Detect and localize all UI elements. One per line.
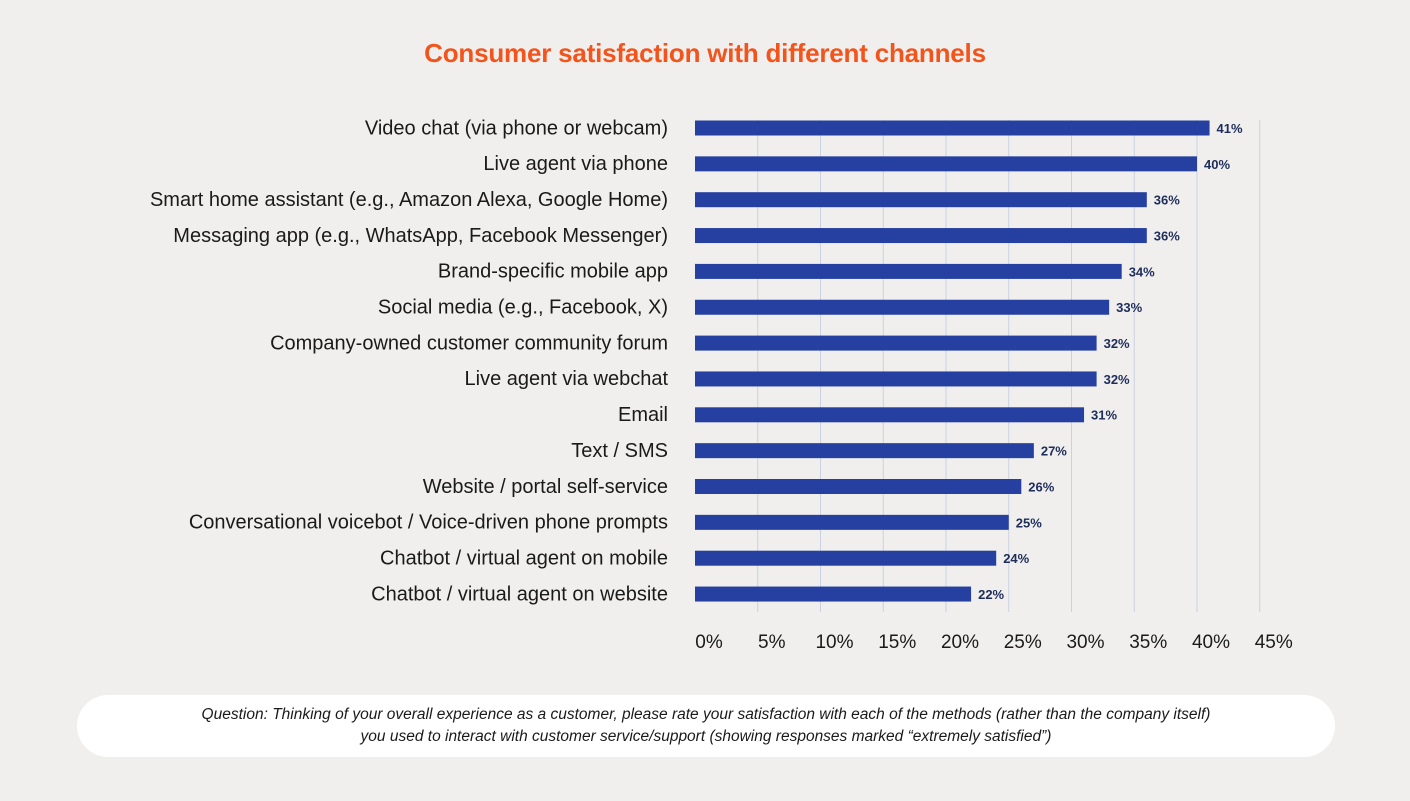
value-label: 27% [1041, 444, 1067, 459]
bar [695, 228, 1147, 244]
chart-title: Consumer satisfaction with different cha… [424, 38, 986, 68]
value-label: 36% [1154, 193, 1180, 208]
value-label: 36% [1154, 228, 1180, 243]
category-label: Conversational voicebot / Voice-driven p… [189, 512, 668, 534]
category-label: Live agent via phone [483, 153, 668, 175]
bar [695, 586, 972, 602]
bar-chart: Video chat (via phone or webcam) Live age… [150, 117, 1293, 653]
value-label: 34% [1129, 264, 1155, 279]
category-label: Social media (e.g., Facebook, X) [378, 297, 668, 319]
x-tick-label: 25% [1004, 632, 1042, 653]
bar [695, 192, 1147, 208]
question-note-line-2: you used to interact with customer servi… [360, 728, 1052, 745]
value-label: 40% [1204, 157, 1230, 172]
bar [695, 407, 1085, 423]
category-label: Website / portal self-service [423, 476, 668, 498]
bar [695, 514, 1009, 530]
x-axis-tick-labels: 0% 5% 10% 15% 20% 25% 30% 35% 40% 45% [695, 632, 1293, 653]
bars [695, 120, 1210, 602]
value-label: 24% [1003, 551, 1029, 566]
x-tick-label: 0% [695, 632, 723, 653]
x-tick-label: 5% [758, 632, 786, 653]
value-label: 31% [1091, 408, 1117, 423]
question-note: Question: Thinking of your overall exper… [126, 704, 1286, 748]
bar [695, 371, 1097, 387]
value-label: 32% [1104, 336, 1130, 351]
x-tick-label: 30% [1066, 632, 1104, 653]
x-tick-label: 15% [878, 632, 916, 653]
bar [695, 299, 1110, 315]
category-label: Video chat (via phone or webcam) [365, 117, 668, 139]
value-labels: 41% 40% 36% 36% 34% 33% 32% 32% 31% 27% 26% 25% 24% 2… [978, 121, 1243, 602]
category-label: Messaging app (e.g., WhatsApp, Facebook … [173, 225, 668, 247]
category-label: Chatbot / virtual agent on mobile [380, 547, 668, 569]
bar [695, 443, 1034, 459]
category-label: Chatbot / virtual agent on website [371, 583, 668, 605]
category-label: Text / SMS [571, 440, 668, 462]
x-tick-label: 40% [1192, 632, 1230, 653]
value-label: 41% [1217, 121, 1243, 136]
category-labels: Video chat (via phone or webcam) Live age… [150, 117, 668, 605]
value-label: 25% [1016, 515, 1042, 530]
bar [695, 156, 1197, 172]
category-label: Company-owned customer community forum [270, 332, 668, 354]
value-label: 26% [1028, 479, 1054, 494]
x-tick-label: 35% [1129, 632, 1167, 653]
bar [695, 550, 997, 566]
question-note-box: Question: Thinking of your overall exper… [77, 695, 1335, 757]
x-tick-label: 20% [941, 632, 979, 653]
value-label: 32% [1104, 372, 1130, 387]
question-note-line-1: Question: Thinking of your overall exper… [201, 706, 1211, 723]
bar [695, 479, 1022, 494]
bar [695, 263, 1122, 279]
category-label: Email [618, 404, 668, 426]
category-label: Live agent via webchat [465, 368, 669, 390]
bar [695, 120, 1210, 136]
category-label: Smart home assistant (e.g., Amazon Alexa… [150, 189, 668, 211]
x-tick-label: 10% [815, 632, 853, 653]
x-tick-label: 45% [1255, 632, 1293, 653]
bar [695, 335, 1097, 351]
value-label: 22% [978, 587, 1004, 602]
category-label: Brand-specific mobile app [438, 261, 668, 283]
value-label: 33% [1116, 300, 1142, 315]
